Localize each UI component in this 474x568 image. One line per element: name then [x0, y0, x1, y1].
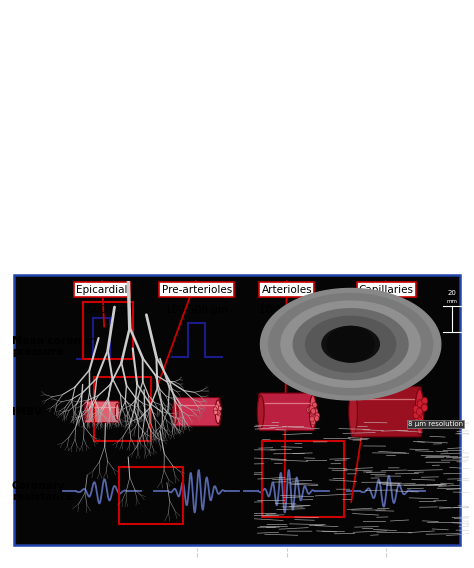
Circle shape: [415, 405, 421, 412]
Circle shape: [417, 408, 422, 415]
Polygon shape: [328, 327, 374, 362]
Text: Epicardial: Epicardial: [76, 285, 128, 295]
Text: mm: mm: [447, 299, 457, 304]
Text: Arterioles: Arterioles: [262, 285, 312, 295]
Circle shape: [417, 417, 422, 425]
Ellipse shape: [84, 403, 89, 420]
Circle shape: [308, 406, 313, 412]
Polygon shape: [269, 294, 433, 395]
Circle shape: [416, 411, 422, 418]
Circle shape: [310, 410, 315, 416]
Circle shape: [214, 410, 218, 415]
Circle shape: [416, 407, 422, 415]
Ellipse shape: [115, 403, 119, 420]
Polygon shape: [261, 289, 441, 400]
Text: 10-100 μm: 10-100 μm: [258, 304, 315, 315]
Polygon shape: [322, 327, 379, 362]
Circle shape: [306, 407, 311, 412]
Text: 100-500 μm: 100-500 μm: [165, 304, 228, 315]
Text: 8 μm resolution: 8 μm resolution: [408, 421, 463, 427]
Text: Pre-arterioles: Pre-arterioles: [162, 285, 232, 295]
FancyBboxPatch shape: [14, 275, 460, 545]
Text: Capillaries: Capillaries: [359, 285, 414, 295]
Polygon shape: [293, 309, 408, 379]
Circle shape: [417, 399, 423, 407]
Circle shape: [311, 419, 316, 425]
Text: 20: 20: [447, 290, 456, 296]
Polygon shape: [306, 316, 396, 372]
Circle shape: [417, 400, 423, 408]
FancyBboxPatch shape: [351, 387, 421, 437]
Circle shape: [416, 411, 422, 418]
Circle shape: [416, 408, 422, 416]
Circle shape: [310, 406, 314, 411]
Ellipse shape: [215, 400, 221, 424]
Ellipse shape: [349, 389, 357, 435]
Circle shape: [414, 418, 419, 425]
Circle shape: [310, 407, 315, 413]
Circle shape: [214, 410, 218, 415]
Circle shape: [216, 410, 220, 415]
Circle shape: [314, 416, 319, 421]
Circle shape: [422, 397, 428, 404]
Circle shape: [413, 406, 419, 412]
Ellipse shape: [257, 395, 264, 428]
Circle shape: [313, 408, 318, 414]
Circle shape: [417, 422, 423, 429]
Circle shape: [413, 412, 419, 419]
Circle shape: [311, 408, 316, 414]
Ellipse shape: [173, 400, 178, 424]
Circle shape: [215, 404, 219, 410]
Circle shape: [422, 404, 428, 411]
Ellipse shape: [310, 395, 316, 428]
Text: Mean coronary
pressure: Mean coronary pressure: [12, 336, 100, 357]
Circle shape: [310, 409, 315, 415]
FancyBboxPatch shape: [84, 401, 119, 423]
Polygon shape: [281, 301, 420, 387]
Circle shape: [315, 413, 320, 419]
Circle shape: [310, 416, 314, 422]
Text: 5-10 μm: 5-10 μm: [365, 304, 408, 315]
Circle shape: [417, 403, 422, 410]
FancyBboxPatch shape: [259, 393, 315, 431]
Text: >500 μm: >500 μm: [78, 304, 126, 315]
Circle shape: [415, 416, 421, 423]
Ellipse shape: [415, 389, 424, 435]
Circle shape: [311, 409, 316, 415]
FancyBboxPatch shape: [173, 398, 220, 426]
Circle shape: [416, 409, 422, 416]
Circle shape: [218, 406, 222, 411]
Circle shape: [421, 403, 427, 411]
Text: Coronary
resistance: Coronary resistance: [12, 481, 73, 502]
Circle shape: [213, 407, 217, 412]
Circle shape: [217, 411, 221, 416]
Circle shape: [312, 402, 317, 408]
Text: IMBV: IMBV: [12, 407, 42, 417]
